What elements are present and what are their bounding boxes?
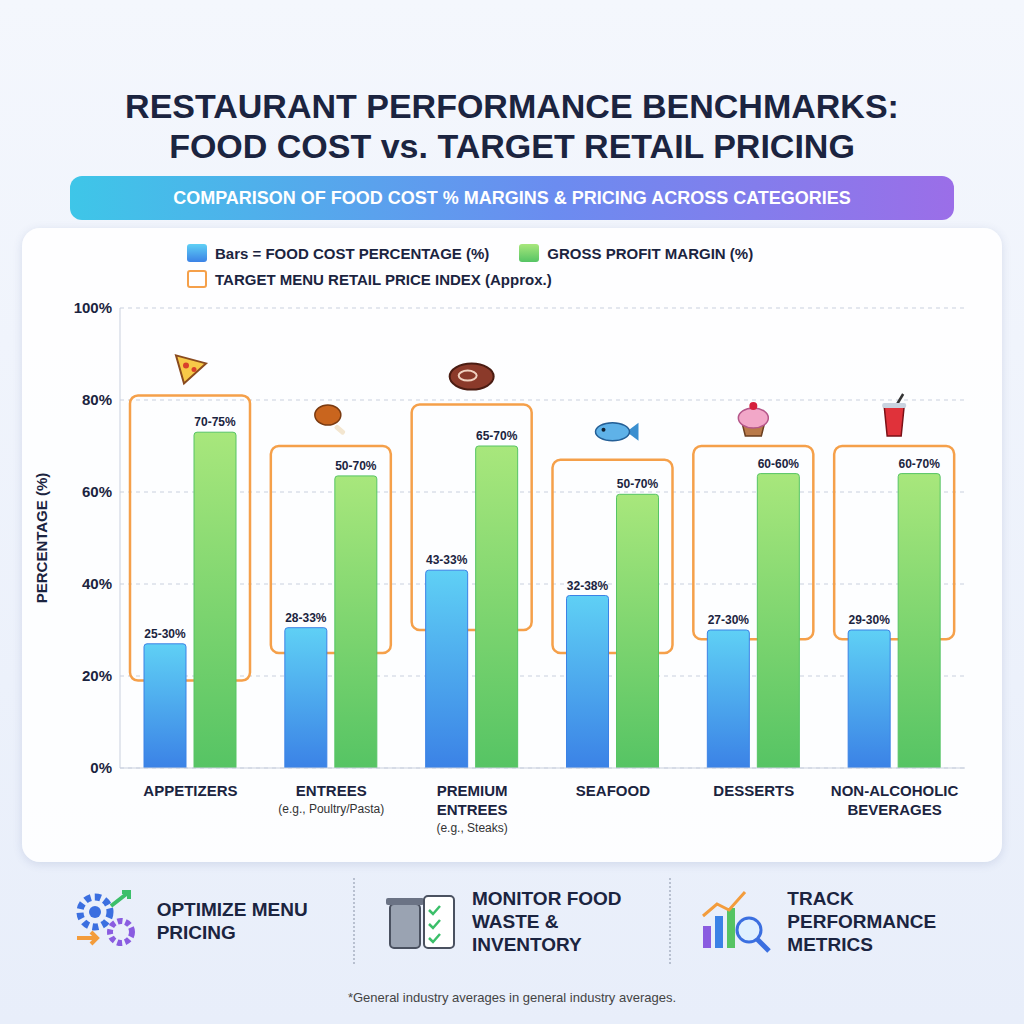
svg-text:60-70%: 60-70% bbox=[898, 457, 940, 471]
svg-text:20%: 20% bbox=[82, 667, 112, 684]
svg-text:PREMIUM: PREMIUM bbox=[437, 782, 508, 799]
svg-text:0%: 0% bbox=[90, 759, 112, 776]
html-text:RESTAURANT PERFORMANCE BENCHMA: RESTAURANT PERFORMANCE BENCHMARKS: FOOD … bbox=[125, 87, 899, 165]
html-text:GROSS PROFIT MARGIN (%): GROSS PROFIT MARGIN (%) bbox=[547, 244, 754, 262]
svg-text:60%: 60% bbox=[82, 483, 112, 500]
html-text:TRACK PERFORMANCE METRICS: TRACK PERFORMANCE METRICS bbox=[787, 887, 937, 955]
svg-text:(e.g., Steaks): (e.g., Steaks) bbox=[436, 821, 507, 835]
svg-text:65-70%: 65-70% bbox=[476, 429, 518, 443]
svg-text:PERCENTAGE (%): PERCENTAGE (%) bbox=[33, 473, 50, 604]
svg-text:32-38%: 32-38% bbox=[567, 579, 609, 593]
svg-text:BEVERAGES: BEVERAGES bbox=[847, 801, 941, 818]
svg-text:25-30%: 25-30% bbox=[144, 627, 186, 641]
svg-text:(e.g., Poultry/Pasta): (e.g., Poultry/Pasta) bbox=[278, 802, 384, 816]
svg-text:28-33%: 28-33% bbox=[285, 611, 327, 625]
html-text:OPTIMIZE MENU PRICING: OPTIMIZE MENU PRICING bbox=[156, 899, 308, 943]
svg-text:70-75%: 70-75% bbox=[194, 415, 236, 429]
svg-text:ENTREES: ENTREES bbox=[437, 801, 508, 818]
html-text:MONITOR FOOD WASTE & INVENTORY: MONITOR FOOD WASTE & INVENTORY bbox=[472, 887, 622, 955]
svg-text:50-70%: 50-70% bbox=[335, 459, 377, 473]
svg-text:DESSERTS: DESSERTS bbox=[713, 782, 794, 799]
svg-text:ENTREES: ENTREES bbox=[296, 782, 367, 799]
svg-text:50-70%: 50-70% bbox=[617, 477, 659, 491]
svg-text:29-30%: 29-30% bbox=[848, 613, 890, 627]
svg-text:80%: 80% bbox=[82, 391, 112, 408]
svg-text:NON-ALCOHOLIC: NON-ALCOHOLIC bbox=[831, 782, 959, 799]
html-text:TARGET MENU RETAIL PRICE INDEX: TARGET MENU RETAIL PRICE INDEX (Approx.) bbox=[215, 270, 552, 288]
svg-text:60-60%: 60-60% bbox=[758, 457, 800, 471]
svg-text:40%: 40% bbox=[82, 575, 112, 592]
svg-text:APPETIZERS: APPETIZERS bbox=[143, 782, 237, 799]
svg-text:SEAFOOD: SEAFOOD bbox=[576, 782, 650, 799]
svg-text:43-33%: 43-33% bbox=[426, 553, 468, 567]
svg-text:100%: 100% bbox=[74, 299, 112, 316]
html-text:*General industry averages in: *General industry averages in general in… bbox=[348, 990, 676, 1005]
html-text:Bars = FOOD COST PERCENTAGE (%: Bars = FOOD COST PERCENTAGE (%) bbox=[215, 244, 490, 262]
html-text:COMPARISON OF FOOD COST % MARG: COMPARISON OF FOOD COST % MARGINS & PRIC… bbox=[173, 188, 851, 208]
svg-text:27-30%: 27-30% bbox=[708, 613, 750, 627]
